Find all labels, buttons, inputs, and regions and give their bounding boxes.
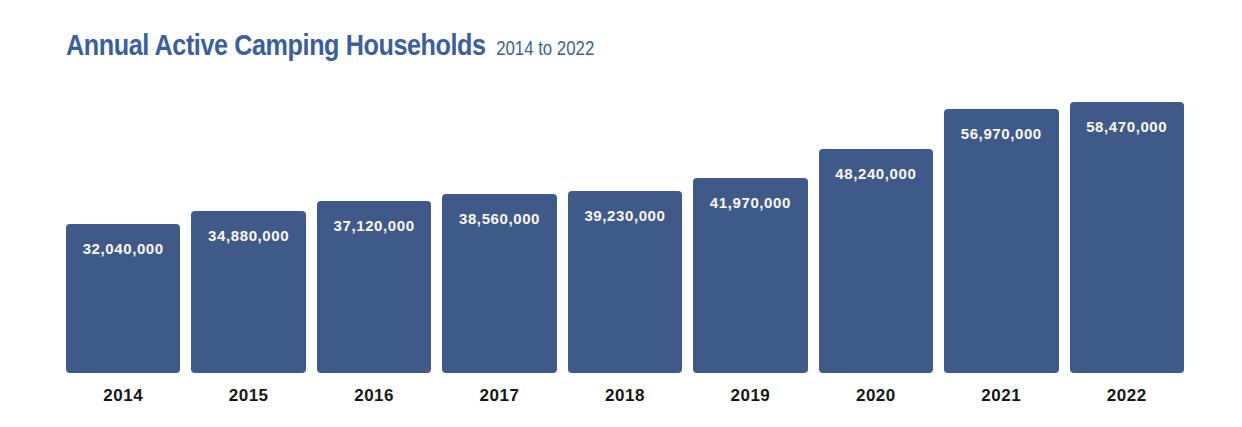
bar: 38,560,000 [442,194,556,373]
x-axis-label: 2016 [317,373,431,405]
bar-value-label: 38,560,000 [442,210,556,227]
x-axis-label: 2020 [819,373,933,405]
chart-header: Annual Active Camping Households 2014 to… [66,28,594,62]
bar-column: 56,970,000 2021 [944,109,1058,405]
bar-chart: 32,040,000 2014 34,880,000 2015 37,120,0… [66,100,1184,405]
bar-column: 32,040,000 2014 [66,224,180,405]
bar-value-label: 39,230,000 [568,207,682,224]
chart-page: Annual Active Camping Households 2014 to… [0,0,1242,427]
bar-column: 48,240,000 2020 [819,149,933,405]
bar-column: 37,120,000 2016 [317,201,431,405]
x-axis-label: 2022 [1070,373,1184,405]
bar: 48,240,000 [819,149,933,373]
bar: 58,470,000 [1070,102,1184,373]
bar-column: 39,230,000 2018 [568,191,682,405]
bar: 56,970,000 [944,109,1058,373]
bar-value-label: 34,880,000 [191,227,305,244]
bar: 32,040,000 [66,224,180,373]
x-axis-label: 2014 [66,373,180,405]
bar: 34,880,000 [191,211,305,373]
bar-column: 58,470,000 2022 [1070,102,1184,405]
chart-subtitle: 2014 to 2022 [496,37,594,59]
bar-chart-plot-area: 32,040,000 2014 34,880,000 2015 37,120,0… [66,100,1184,405]
bar-value-label: 58,470,000 [1070,118,1184,135]
bar-value-label: 32,040,000 [66,240,180,257]
bar-value-label: 56,970,000 [944,125,1058,142]
x-axis-label: 2021 [944,373,1058,405]
bar-value-label: 41,970,000 [693,194,807,211]
bar: 37,120,000 [317,201,431,373]
x-axis-label: 2019 [693,373,807,405]
bar-column: 41,970,000 2019 [693,178,807,405]
x-axis-label: 2015 [191,373,305,405]
bar-column: 38,560,000 2017 [442,194,556,405]
bar: 41,970,000 [693,178,807,373]
x-axis-label: 2017 [442,373,556,405]
bar-value-label: 37,120,000 [317,217,431,234]
x-axis-label: 2018 [568,373,682,405]
bar-value-label: 48,240,000 [819,165,933,182]
chart-title: Annual Active Camping Households [66,28,486,61]
bar-column: 34,880,000 2015 [191,211,305,405]
bar: 39,230,000 [568,191,682,373]
